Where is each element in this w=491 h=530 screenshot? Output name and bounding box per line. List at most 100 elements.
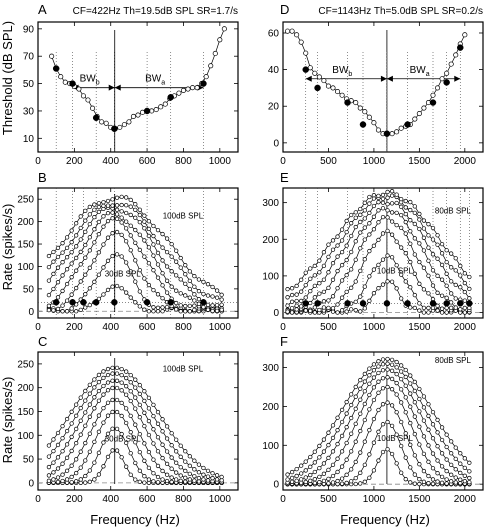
y-tick-label: 10 xyxy=(23,134,35,145)
rate-point xyxy=(155,463,161,469)
bandwidth-point xyxy=(302,66,309,73)
rate-point xyxy=(439,306,445,311)
rate-point xyxy=(114,195,120,200)
rate-point xyxy=(78,249,83,255)
rate-point xyxy=(380,196,386,201)
rate-point xyxy=(105,287,111,293)
rate-point xyxy=(146,395,152,401)
rate-point xyxy=(110,365,115,370)
rate-point xyxy=(74,221,79,226)
rate-point xyxy=(64,255,70,260)
rate-point xyxy=(335,243,340,248)
rate-point xyxy=(367,232,372,237)
rate-point xyxy=(51,448,56,454)
rate-point xyxy=(101,224,106,229)
rate-point xyxy=(426,402,431,407)
rate-point xyxy=(169,479,174,485)
rate-point xyxy=(133,440,138,445)
rate-point xyxy=(339,227,345,232)
rate-point xyxy=(339,464,345,469)
rate-point xyxy=(151,471,156,476)
rate-point xyxy=(344,243,349,248)
rate-point xyxy=(74,244,79,249)
rate-point xyxy=(114,203,120,208)
rate-point xyxy=(435,444,440,449)
rate-point xyxy=(426,273,431,278)
rate-point xyxy=(330,423,336,428)
rate-point xyxy=(105,203,111,208)
rate-point xyxy=(289,469,295,475)
rate-point xyxy=(330,306,336,311)
rate-point xyxy=(417,477,422,482)
rate-point xyxy=(358,206,363,212)
rate-point xyxy=(421,394,427,399)
rate-point xyxy=(155,240,161,245)
rate-point xyxy=(164,461,170,467)
rate-point xyxy=(358,386,363,391)
rate-point xyxy=(371,203,377,209)
rate-point xyxy=(183,281,188,287)
rate-point xyxy=(92,406,97,411)
threshold-point xyxy=(398,125,404,131)
rate-point xyxy=(394,239,399,244)
rate-point xyxy=(335,478,340,484)
rate-point xyxy=(330,277,336,282)
rate-point xyxy=(326,242,331,247)
rate-point xyxy=(453,296,458,301)
rate-point xyxy=(376,390,381,395)
rate-point xyxy=(376,193,381,199)
rate-point xyxy=(430,409,436,415)
rate-point xyxy=(412,210,417,216)
rate-point xyxy=(308,308,313,314)
rate-point xyxy=(380,386,386,391)
rate-point xyxy=(462,298,467,303)
rate-point xyxy=(96,398,102,403)
rate-point xyxy=(430,283,436,288)
rate-point xyxy=(219,297,224,302)
rate-point xyxy=(308,266,313,271)
rate-point xyxy=(308,300,313,306)
rate-point xyxy=(385,215,390,220)
rate-point xyxy=(289,299,295,304)
rate-point xyxy=(155,474,161,480)
bandwidth-point xyxy=(404,121,411,128)
rate-point xyxy=(74,268,79,273)
rate-point xyxy=(408,207,413,213)
rate-point xyxy=(142,254,147,259)
rate-point xyxy=(74,457,79,462)
rate-point xyxy=(376,379,381,384)
rate-point xyxy=(421,287,427,292)
panel-letter: E xyxy=(280,170,289,185)
rate-point xyxy=(421,405,427,410)
rate-point xyxy=(389,201,395,206)
rate-point xyxy=(367,248,372,254)
rate-point xyxy=(362,389,367,394)
rate-point xyxy=(312,283,317,289)
rate-point xyxy=(358,268,363,274)
threshold-point xyxy=(434,85,441,91)
rate-point xyxy=(160,258,165,263)
rate-point xyxy=(192,467,197,472)
rate-point xyxy=(344,440,349,446)
rate-point xyxy=(114,283,120,289)
rate-point xyxy=(289,286,295,291)
rate-point xyxy=(87,431,92,436)
rate-point xyxy=(349,431,354,436)
rate-point xyxy=(60,461,65,466)
level-label-top: 100dB SPL xyxy=(163,211,204,220)
bandwidth-point xyxy=(143,107,151,115)
rate-point xyxy=(449,291,454,296)
rate-point xyxy=(362,417,367,423)
threshold-point xyxy=(99,119,105,125)
rate-point xyxy=(462,465,467,471)
rate-point xyxy=(105,366,111,372)
y-tick-label: 100 xyxy=(262,271,279,282)
x-tick-label: 0 xyxy=(280,322,286,333)
rate-point xyxy=(321,250,327,255)
rate-point xyxy=(421,451,427,456)
rate-point xyxy=(358,428,363,434)
rate-point xyxy=(96,232,102,237)
rate-point xyxy=(87,449,92,454)
rate-point xyxy=(46,264,52,270)
rate-point xyxy=(376,262,381,268)
